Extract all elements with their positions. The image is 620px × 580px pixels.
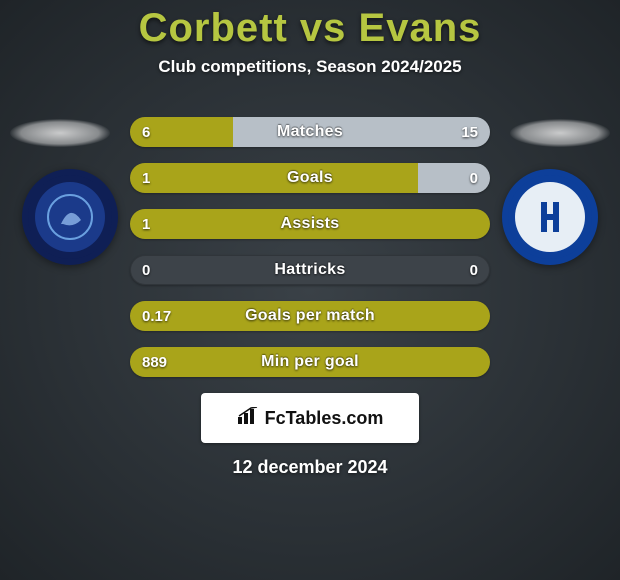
stat-value-left: 0.17 [130,301,183,331]
snapshot-date: 12 december 2024 [0,457,620,478]
team-crest-left-inner [35,182,105,252]
stat-value-left: 1 [130,163,162,193]
stat-value-right: 0 [458,163,490,193]
stat-value-left: 1 [130,209,162,239]
stat-row: Goals1 0 [130,163,490,193]
stat-label: Assists [130,209,490,239]
stat-label: Goals [130,163,490,193]
comparison-stage: Matches615Goals10Assists1Hattricks00Goal… [0,99,620,478]
stat-bars: Matches615Goals10Assists1Hattricks00Goal… [130,99,490,377]
stat-value-right: 15 [449,117,490,147]
team-crest-right [502,169,598,265]
stat-value-left: 0 [130,255,162,285]
stat-label: Goals per match [130,301,490,331]
page-subtitle: Club competitions, Season 2024/2025 [0,57,620,77]
shadow-right [510,119,610,147]
stat-value-right: 0 [458,255,490,285]
shadow-left [10,119,110,147]
team-crest-left [22,169,118,265]
stat-row: Hattricks0 0 [130,255,490,285]
stat-label: Matches [130,117,490,147]
attribution-badge: FcTables.com [201,393,419,443]
chart-icon [237,407,259,430]
stat-row: Goals per match0.17 [130,301,490,331]
stat-row: Min per goal889 [130,347,490,377]
stat-value-left: 6 [130,117,162,147]
page-title: Corbett vs Evans [0,0,620,51]
stat-row: Assists1 [130,209,490,239]
stat-row: Matches6 15 [130,117,490,147]
team-crest-right-inner [515,182,585,252]
stat-value-left: 889 [130,347,179,377]
stat-label: Hattricks [130,255,490,285]
attribution-text: FcTables.com [265,408,384,429]
stat-label: Min per goal [130,347,490,377]
